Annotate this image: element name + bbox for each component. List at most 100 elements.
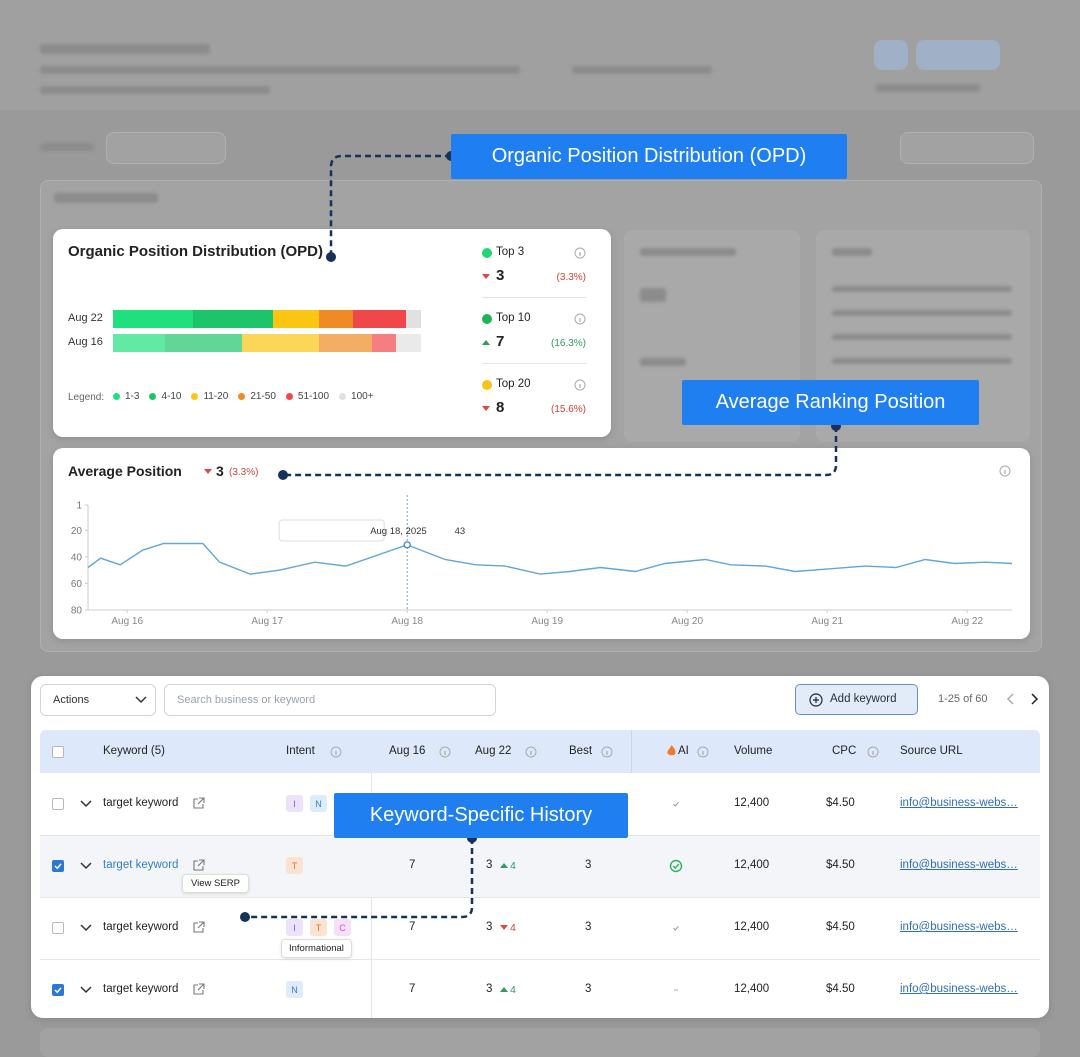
info-ring (574, 313, 586, 325)
bar-segment (113, 334, 166, 352)
header-divider (631, 730, 632, 773)
column-header: Volume (734, 745, 773, 757)
keyword[interactable]: target keyword (103, 797, 179, 809)
aug16-value: 7 (409, 921, 416, 933)
expand-icon (80, 800, 92, 808)
button-label: Add keyword (830, 693, 897, 705)
add-keyword-button[interactable]: Add keyword (795, 684, 918, 715)
trend-arrow (500, 987, 508, 992)
chevron[interactable] (80, 862, 92, 870)
ai-status-icon (669, 859, 683, 873)
checkbox[interactable] (52, 984, 64, 996)
blur-text (40, 86, 270, 94)
blur-text (40, 66, 520, 74)
x-tick-label: Aug 17 (251, 616, 283, 627)
checkbox[interactable] (52, 922, 64, 934)
external-link-icon (193, 859, 205, 871)
stat-dot (482, 380, 492, 390)
blur-row (40, 1028, 1040, 1057)
pager-arrows (1006, 693, 1039, 705)
blur-text (832, 358, 1012, 364)
info-icon (697, 746, 709, 758)
legend-title: Legend: (68, 392, 105, 403)
bar-segment (113, 310, 194, 328)
blur-text (832, 248, 872, 256)
info-ring (574, 379, 586, 391)
stat-change: (16.3%) (550, 338, 586, 349)
column-header: Aug 22 (475, 745, 512, 757)
column-header: Source URL (900, 745, 963, 757)
ext (193, 983, 205, 995)
legend-item: 11-20 (191, 391, 228, 402)
checkbox[interactable] (52, 860, 64, 872)
bar-segment (371, 334, 397, 352)
rank-change: 4 (510, 984, 516, 996)
best-value: 3 (585, 983, 592, 995)
checkbox[interactable] (52, 798, 64, 810)
prev-page[interactable] (1006, 693, 1014, 705)
column-header: AI (678, 745, 689, 757)
stat-value: 3 (496, 267, 505, 284)
checkbox[interactable] (52, 746, 64, 758)
intent-badge: I (286, 919, 303, 936)
bar-segment (165, 334, 243, 352)
blur-text (40, 44, 210, 54)
source-url[interactable]: info@business-webs… (900, 983, 1018, 995)
x-tick-label: Aug 18 (391, 616, 423, 627)
blur-text (54, 193, 158, 203)
line-chart: 1 20 40 60 80 Aug 16 Aug 17 Aug 18 Aug 19 Aug 20 A… (71, 495, 1013, 627)
legend-swatch (113, 393, 120, 400)
actions-select[interactable]: Actions (40, 684, 156, 716)
plus-ring (809, 693, 823, 707)
chevron[interactable] (80, 924, 92, 932)
external-link-icon (193, 797, 205, 809)
trend-arrow (500, 863, 508, 868)
expand-icon (80, 986, 92, 994)
plus-icon (809, 693, 823, 707)
legend-item: 100+ (339, 391, 374, 402)
info-ring (867, 746, 879, 758)
chevron[interactable] (80, 986, 92, 994)
callout: Average Ranking Position (682, 380, 979, 425)
stat-label: Top 10 (496, 312, 531, 324)
stat-dot (482, 314, 492, 324)
x-tick-label: Aug 16 (111, 616, 143, 627)
trend-arrow (204, 469, 212, 474)
legend-label: 1-3 (125, 391, 140, 402)
keyword[interactable]: target keyword (103, 921, 179, 933)
source-url[interactable]: info@business-webs… (900, 921, 1018, 933)
legend: 1-3 4-10 11-20 21-50 51-100 100+ (113, 391, 374, 402)
info-icon (601, 746, 613, 758)
info-icon (525, 746, 537, 758)
intent-badge: C (334, 919, 351, 936)
keyword[interactable]: target keyword (103, 859, 179, 871)
legend-swatch (339, 393, 347, 400)
legend-item: 51-100 (285, 391, 329, 402)
ai-check (672, 863, 680, 870)
tooltip-value: 43 (455, 526, 466, 537)
next-page[interactable] (1031, 693, 1039, 705)
x-tick-label: Aug 21 (811, 616, 843, 627)
source-url[interactable]: info@business-webs… (900, 859, 1018, 871)
legend-label: 4-10 (161, 391, 182, 402)
aug22-value: 3 (486, 983, 493, 995)
series-line (87, 542, 1013, 575)
blur-button (916, 40, 1000, 70)
bar-segment (193, 310, 274, 328)
intent-badge: I (286, 795, 303, 812)
chevron[interactable] (80, 800, 92, 808)
check-icon (54, 987, 62, 994)
ai-ring (669, 859, 683, 873)
card-title: Average Position (68, 463, 182, 479)
keyword[interactable]: target keyword (103, 983, 179, 995)
y-tick-label: 80 (71, 606, 83, 617)
chevron-icon (135, 696, 147, 704)
expand-icon (80, 862, 92, 870)
intent-badge: N (286, 981, 303, 998)
ai-check (673, 925, 679, 931)
search-input[interactable]: Search business or keyword (164, 684, 496, 716)
source-url[interactable]: info@business-webs… (900, 797, 1018, 809)
info-icon (574, 313, 586, 325)
flame (667, 745, 676, 756)
